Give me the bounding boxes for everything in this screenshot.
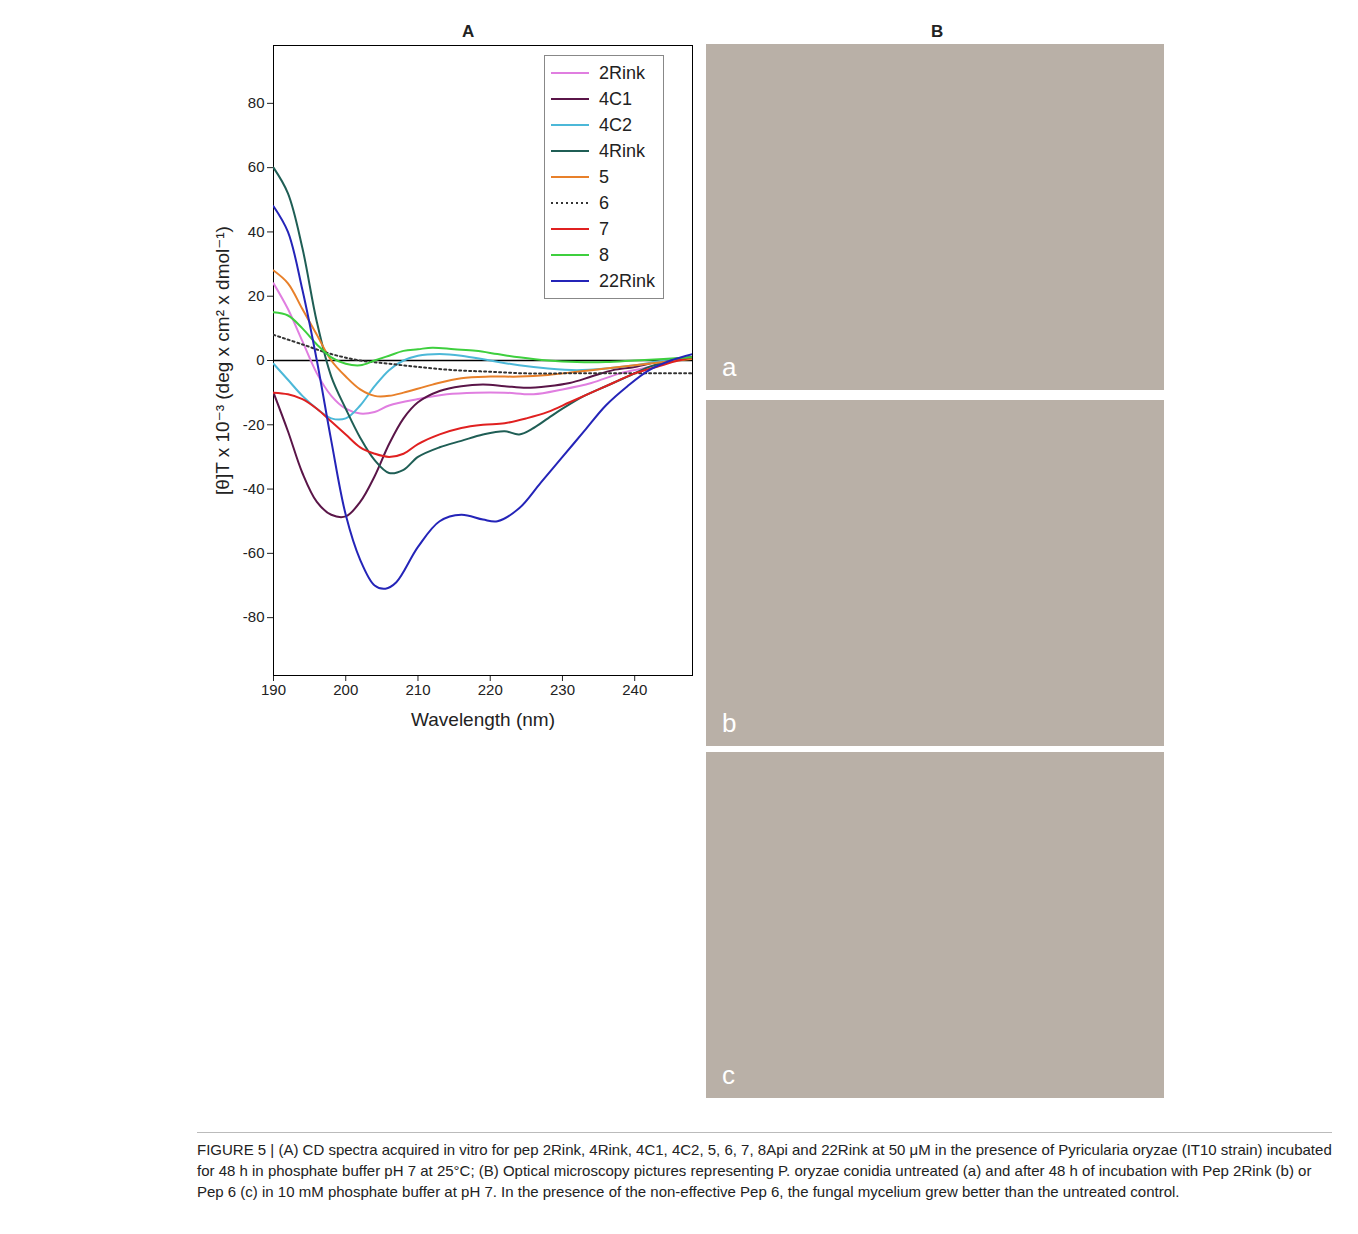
svg-text:230: 230: [550, 681, 575, 698]
html-text:8: 8: [599, 244, 609, 265]
html-text:FIGURE 5 | (A) CD spectra acqu: FIGURE 5 | (A) CD spectra acquired in vi…: [197, 1141, 1332, 1200]
svg-text:Wavelength (nm): Wavelength (nm): [411, 709, 555, 730]
svg-text:20: 20: [248, 287, 265, 304]
html-text:4C1: 4C1: [599, 88, 632, 109]
html-text:6: 6: [599, 192, 609, 213]
svg-text:-20: -20: [243, 416, 265, 433]
html-text:c: c: [722, 1060, 735, 1090]
html-text:2Rink: 2Rink: [599, 62, 645, 83]
svg-text:[θ]T x 10⁻³ (deg x cm² x dmol⁻: [θ]T x 10⁻³ (deg x cm² x dmol⁻¹): [212, 226, 233, 495]
html-text:4Rink: 4Rink: [599, 140, 645, 161]
svg-text:-40: -40: [243, 480, 265, 497]
html-text:B: B: [931, 22, 944, 41]
html-text:b: b: [722, 708, 737, 738]
svg-text:0: 0: [256, 351, 264, 368]
svg-text:60: 60: [248, 158, 265, 175]
svg-text:220: 220: [478, 681, 503, 698]
svg-text:40: 40: [248, 223, 265, 240]
svg-text:-80: -80: [243, 608, 265, 625]
svg-text:-60: -60: [243, 544, 265, 561]
svg-text:240: 240: [622, 681, 647, 698]
html-text:A: A: [462, 22, 475, 41]
html-text:a: a: [722, 352, 737, 382]
html-text:4C2: 4C2: [599, 114, 632, 135]
svg-text:80: 80: [248, 94, 265, 111]
svg-text:210: 210: [405, 681, 430, 698]
html-text:7: 7: [599, 218, 609, 239]
html-text:5: 5: [599, 166, 609, 187]
svg-text:200: 200: [333, 681, 358, 698]
svg-text:190: 190: [261, 681, 286, 698]
html-text:22Rink: 22Rink: [599, 270, 655, 291]
